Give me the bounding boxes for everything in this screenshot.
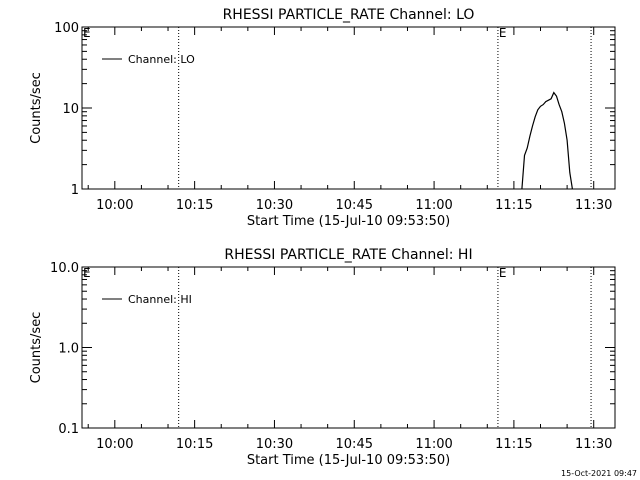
- x-tick-label: 10:45: [336, 437, 373, 452]
- x-axis-label: Start Time (15-Jul-10 09:53:50): [247, 453, 450, 468]
- panel-lo: RHESSI PARTICLE_RATE Channel: LO Start Ti…: [29, 7, 616, 229]
- timestamp-label: 15-Oct-2021 09:47: [561, 469, 637, 478]
- x-axis-label: Start Time (15-Jul-10 09:53:50): [247, 214, 450, 229]
- x-tick-label: 10:15: [176, 198, 213, 213]
- series-line: [521, 91, 573, 190]
- x-tick-label: 10:00: [96, 198, 133, 213]
- event-marker-label: E: [83, 266, 91, 280]
- panel-hi: RHESSI PARTICLE_RATE Channel: HI Start Ti…: [29, 247, 616, 468]
- plot-frame: [81, 26, 616, 190]
- event-marker-label: E: [499, 26, 507, 40]
- chart-title: RHESSI PARTICLE_RATE Channel: LO: [223, 7, 475, 23]
- x-tick-label: 11:30: [575, 437, 612, 452]
- legend-entry: Channel: HI: [128, 293, 192, 306]
- y-tick-label: 100: [54, 21, 79, 36]
- x-tick-label: 11:30: [575, 198, 612, 213]
- y-tick-label: 0.1: [58, 422, 79, 437]
- y-tick-label: 1: [71, 183, 79, 198]
- x-tick-label: 10:15: [176, 437, 213, 452]
- x-tick-label: 10:30: [256, 437, 293, 452]
- x-tick-label: 11:00: [415, 198, 452, 213]
- chart-title: RHESSI PARTICLE_RATE Channel: HI: [224, 247, 472, 263]
- y-axis-label: Counts/sec: [29, 312, 44, 384]
- x-tick-label: 11:00: [415, 437, 452, 452]
- legend-entry: Channel: LO: [128, 53, 195, 66]
- x-tick-label: 10:45: [336, 198, 373, 213]
- x-tick-label: 11:15: [495, 198, 532, 213]
- x-tick-label: 11:15: [495, 437, 532, 452]
- x-tick-label: 10:00: [96, 437, 133, 452]
- y-tick-label: 10.0: [50, 261, 79, 276]
- x-tick-label: 10:30: [256, 198, 293, 213]
- y-axis-label: Counts/sec: [29, 72, 44, 144]
- plot-frame: [81, 266, 616, 429]
- y-tick-label: 1.0: [58, 342, 79, 357]
- event-marker-label: E: [499, 266, 507, 280]
- y-tick-label: 10: [62, 102, 79, 117]
- event-marker-label: E: [83, 26, 91, 40]
